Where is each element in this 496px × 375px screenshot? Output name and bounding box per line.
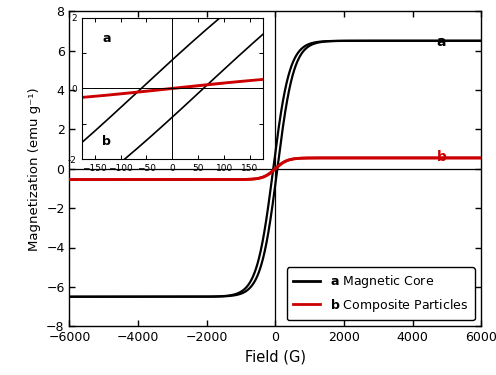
X-axis label: Field (G): Field (G) (245, 350, 306, 364)
Text: b: b (436, 150, 446, 164)
Text: a: a (436, 35, 446, 49)
Legend: $\mathbf{a}$ Magnetic Core, $\mathbf{b}$ Composite Particles: $\mathbf{a}$ Magnetic Core, $\mathbf{b}$… (287, 267, 475, 320)
Y-axis label: Magnetization (emu g⁻¹): Magnetization (emu g⁻¹) (27, 87, 41, 251)
